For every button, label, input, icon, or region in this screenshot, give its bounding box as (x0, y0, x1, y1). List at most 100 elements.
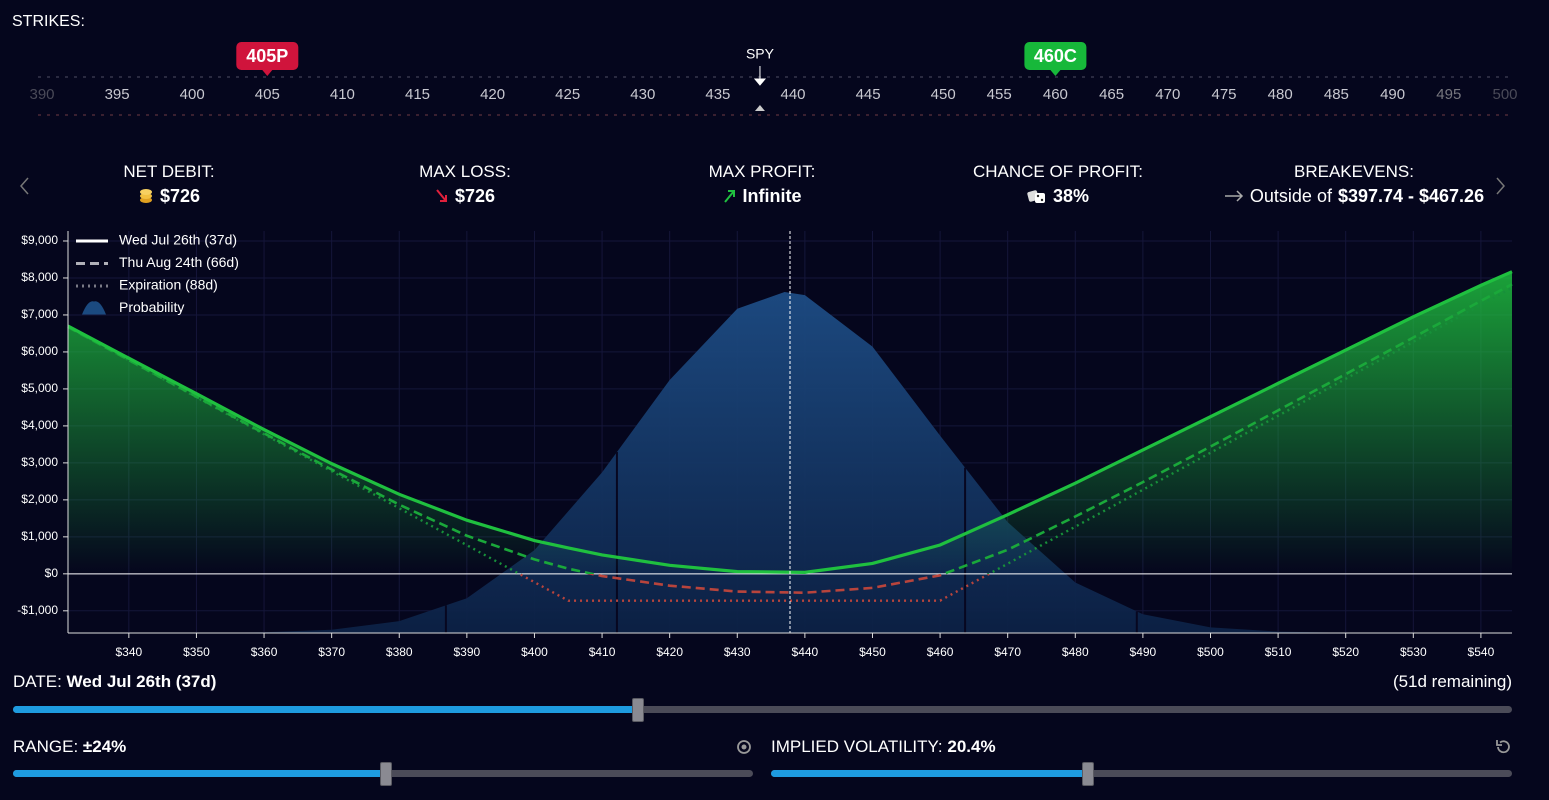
x-tick-label: $430 (724, 645, 751, 659)
label: IMPLIED VOLATILITY: (771, 737, 943, 756)
x-tick-label: $540 (1468, 645, 1495, 659)
stat-value: $726 (454, 186, 496, 206)
y-tick-label: $5,000 (21, 381, 58, 395)
strike-label: 440 (780, 86, 805, 103)
strike-label: 430 (630, 86, 655, 103)
slider-fill (13, 770, 386, 777)
strike-label: 415 (405, 86, 430, 103)
strike-label: 395 (105, 86, 130, 103)
value: Wed Jul 26th (37d) (66, 672, 217, 691)
down-arrow-icon (436, 189, 447, 202)
range-label: RANGE: ±24% (13, 737, 126, 757)
strike-label: 490 (1380, 86, 1405, 103)
stat-label: MAX PROFIT: (708, 162, 816, 181)
x-tick-label: $420 (656, 645, 683, 659)
strike-label: 475 (1211, 86, 1236, 103)
up-arrow-icon (723, 190, 735, 203)
legend-swatch (82, 301, 106, 315)
strikes-label: STRIKES: (12, 13, 85, 30)
x-tick-label: $520 (1332, 645, 1359, 659)
stat-label: BREAKEVENS: (1294, 162, 1414, 181)
prev-arrow[interactable] (18, 176, 32, 196)
y-tick-label: $2,000 (21, 492, 58, 506)
legend-label: Wed Jul 26th (37d) (119, 232, 237, 248)
x-tick-label: $400 (521, 645, 548, 659)
y-tick-label: $1,000 (21, 529, 58, 543)
stat: BREAKEVENS: Outside of $397.74 - $467.26 (1154, 160, 1549, 208)
stat-label: MAX LOSS: (419, 162, 511, 181)
reset-icon[interactable] (1494, 738, 1512, 756)
x-tick-label: $370 (318, 645, 345, 659)
range-slider[interactable] (13, 762, 753, 786)
y-tick-label: $4,000 (21, 418, 58, 432)
stat-value: $397.74 - $467.26 (1337, 186, 1485, 206)
leg-pointer (1050, 70, 1061, 76)
date-label: DATE: Wed Jul 26th (37d) (13, 672, 216, 692)
slider-fill (771, 770, 1089, 777)
stat-value: $726 (159, 186, 201, 206)
right-arrow-icon (1224, 190, 1243, 202)
value: 20.4% (947, 737, 996, 756)
strike-label: 450 (931, 86, 956, 103)
legend-label: Thu Aug 24th (66d) (119, 254, 239, 270)
y-tick-label: $6,000 (21, 344, 58, 358)
x-tick-label: $440 (792, 645, 819, 659)
strike-label: 455 (987, 86, 1012, 103)
value: ±24% (82, 737, 127, 756)
strike-label: 410 (330, 86, 355, 103)
slider-handle[interactable] (379, 762, 392, 786)
spot-marker (754, 105, 765, 111)
x-tick-label: $410 (589, 645, 616, 659)
stat: MAX PROFIT: Infinite (612, 160, 912, 208)
strike-label: 480 (1268, 86, 1293, 103)
y-tick-label: $8,000 (21, 270, 58, 284)
pl-line (67, 283, 1513, 594)
leg-label: 460C (1034, 46, 1077, 66)
profit-area (68, 271, 1512, 574)
auto-range-icon[interactable] (735, 738, 753, 756)
leg-label: 405P (246, 46, 288, 66)
x-tick-label: $480 (1062, 645, 1089, 659)
dice-icon (1027, 190, 1045, 203)
legend-label: Probability (119, 299, 184, 315)
strike-label: 500 (1492, 86, 1517, 103)
stat-prefix: Outside of (1249, 186, 1332, 206)
x-tick-label: $500 (1197, 645, 1224, 659)
iv-slider[interactable] (771, 762, 1512, 786)
x-tick-label: $470 (994, 645, 1021, 659)
slider-handle[interactable] (632, 698, 645, 722)
x-tick-label: $350 (183, 645, 210, 659)
strike-label: 445 (856, 86, 881, 103)
strike-label: 465 (1099, 86, 1124, 103)
y-tick-label: $0 (45, 566, 59, 580)
date-remaining: (51d remaining) (1392, 672, 1512, 691)
y-tick-label: $3,000 (21, 455, 58, 469)
x-tick-label: $360 (251, 645, 278, 659)
coins-icon (139, 189, 152, 203)
x-tick-label: $490 (1130, 645, 1157, 659)
slider-fill (13, 706, 639, 713)
x-tick-label: $450 (859, 645, 886, 659)
label: DATE: (13, 672, 62, 691)
legend-label: Expiration (88d) (119, 277, 218, 293)
strike-label: 405 (255, 86, 280, 103)
y-tick-label: $9,000 (21, 233, 58, 247)
stat-value: Infinite (742, 186, 802, 206)
stat-label: CHANCE OF PROFIT: (972, 162, 1143, 181)
x-tick-label: $340 (115, 645, 142, 659)
stat: CHANCE OF PROFIT: 38% (908, 160, 1208, 208)
slider-handle[interactable] (1082, 762, 1095, 786)
y-tick-label: $7,000 (21, 307, 58, 321)
stat: NET DEBIT: $726 (19, 160, 319, 208)
iv-label: IMPLIED VOLATILITY: 20.4% (771, 737, 996, 757)
strike-label: 495 (1436, 86, 1461, 103)
pl-line (67, 270, 1513, 574)
strike-label: 400 (180, 86, 205, 103)
x-tick-label: $380 (386, 645, 413, 659)
next-arrow[interactable] (1493, 176, 1507, 196)
underlying-label: SPY (746, 46, 775, 62)
date-slider[interactable] (13, 698, 1512, 722)
label: RANGE: (13, 737, 79, 756)
